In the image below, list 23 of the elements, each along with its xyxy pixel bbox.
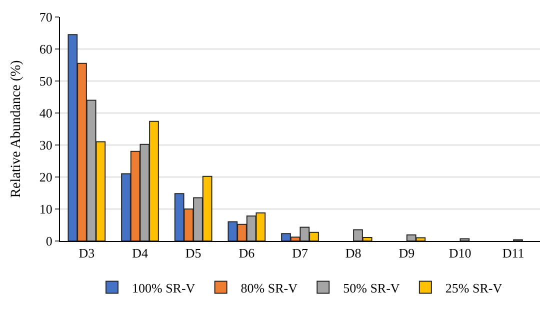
legend-label: 80% SR-V — [240, 280, 298, 296]
x-tick-label: D3 — [78, 246, 95, 261]
x-tick-label: D8 — [345, 246, 362, 261]
y-tick-label: 60 — [39, 42, 52, 57]
y-tick-label: 40 — [39, 106, 52, 121]
legend-label: 25% SR-V — [445, 280, 503, 296]
x-tick-label: D7 — [292, 246, 308, 261]
x-tick-label: D5 — [185, 246, 202, 261]
bar — [460, 238, 470, 241]
y-tick-label: 70 — [39, 10, 52, 25]
legend-label: 100% SR-V — [132, 280, 196, 296]
y-tick-label: 10 — [39, 202, 52, 217]
y-tick-label: 20 — [39, 170, 52, 185]
x-tick-label: D6 — [238, 246, 256, 261]
x-tick-label: D11 — [502, 246, 524, 261]
x-tick-label: D4 — [132, 246, 148, 261]
y-tick-label: 50 — [39, 74, 52, 89]
x-tick-label: D10 — [448, 246, 472, 261]
y-tick-label: 30 — [39, 138, 52, 153]
y-axis-title: Relative Abundance (%) — [9, 60, 24, 198]
x-tick-label: D9 — [398, 246, 415, 261]
legend-label: 50% SR-V — [343, 280, 400, 296]
y-tick-label: 0 — [46, 234, 52, 249]
